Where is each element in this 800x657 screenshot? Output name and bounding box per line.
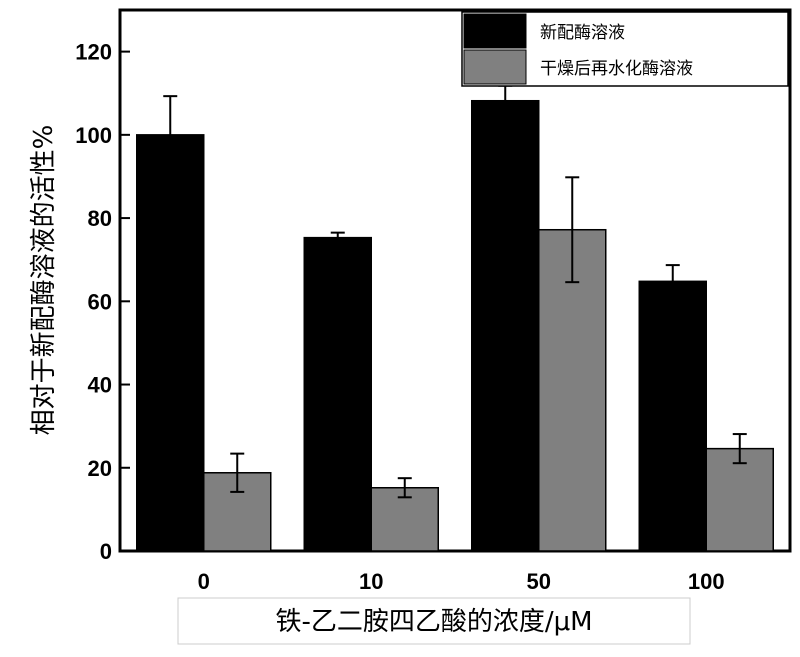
y-tick-label: 20 <box>88 456 112 481</box>
y-tick-label: 0 <box>100 539 112 564</box>
x-tick-label: 50 <box>527 569 551 594</box>
y-tick-label: 100 <box>75 123 112 148</box>
bars <box>136 84 774 552</box>
y-tick-label: 80 <box>88 206 112 231</box>
x-axis-title: 铁-乙二胺四乙酸的浓度/μM <box>275 607 592 637</box>
legend-label-series-2: 干燥后再水化酶溶液 <box>540 59 693 79</box>
bar-1 <box>136 134 205 552</box>
y-tick-label: 120 <box>75 40 112 65</box>
legend-swatch-series-1 <box>463 13 527 49</box>
x-tick-label: 100 <box>688 569 725 594</box>
plot-frame <box>118 8 792 553</box>
x-axis-title-box <box>177 597 691 645</box>
bar-1 <box>303 236 372 552</box>
bar-1 <box>471 99 540 552</box>
legend: 新配酶溶液 干燥后再水化酶溶液 <box>461 11 789 87</box>
y-axis: 0 20 40 60 80 100 120 <box>75 40 130 564</box>
x-tick-label: 10 <box>359 569 383 594</box>
y-tick-label: 40 <box>88 373 112 398</box>
legend-label-series-1: 新配酶溶液 <box>540 23 625 43</box>
bar-1 <box>638 280 707 552</box>
x-tick-label: 0 <box>198 569 210 594</box>
x-axis: 0 10 50 100 <box>198 541 725 594</box>
bar-2 <box>705 447 774 552</box>
y-axis-title: 相对于新配酶溶液的活性% <box>29 125 59 436</box>
y-tick-label: 60 <box>88 289 112 314</box>
legend-swatch-series-2 <box>463 49 527 85</box>
